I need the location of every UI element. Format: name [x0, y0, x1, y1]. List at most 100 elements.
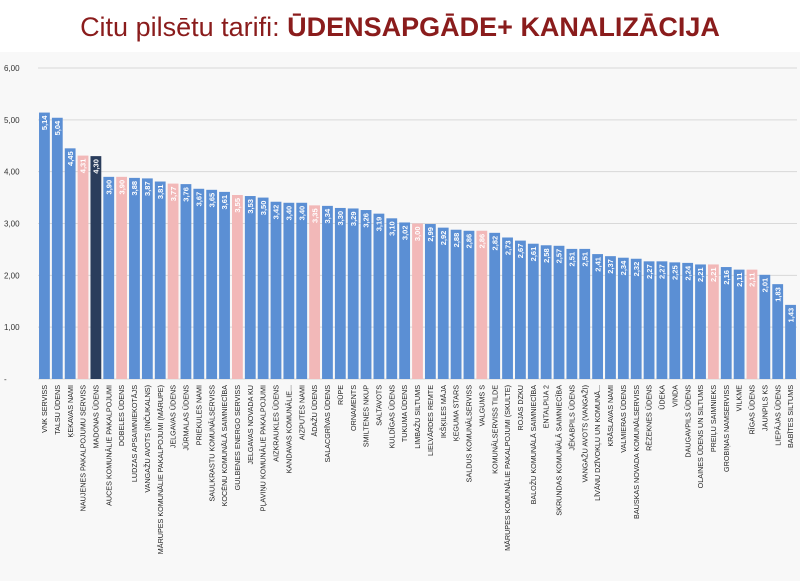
bar-value-label: 3,61 [220, 195, 229, 210]
x-tick-label: SKRUNDAS KOMUNĀLĀ SAIMNIECĪBA [555, 385, 564, 516]
value-labels: 5,14 5,044,45 4,31 4,303,90 3,90 3,88 3,87 3,81… [40, 115, 795, 323]
bar [720, 267, 732, 379]
bar [502, 237, 513, 379]
x-tick-label: AIZPUTES NAMI [297, 385, 306, 440]
x-tick-label: ENTALPIJA 2 [542, 385, 551, 428]
bar-value-label: 2,27 [645, 264, 654, 279]
x-tick-label: LĪVĀNU DZĪVOKĻU UN KOMUNĀ... [593, 385, 602, 501]
title-emphasis: ŪDENSAPGĀDE+ KANALIZĀCIJA [287, 12, 720, 42]
bar-value-label: 4,31 [79, 159, 88, 174]
bar [450, 229, 462, 379]
bar [322, 205, 333, 379]
x-tick-label: LIELVĀRDES REMTE [426, 385, 435, 456]
bar-value-label: 3,76 [182, 187, 191, 202]
bar-value-label: 3,88 [130, 181, 139, 196]
x-tick-label: ROJAS DZKU [516, 385, 525, 431]
bar-value-label: 3,67 [195, 192, 204, 207]
bar-value-label: 2,86 [478, 234, 487, 249]
x-tick-label: PREIĻU SAIMNIEKS [709, 385, 718, 452]
bar-value-label: 3,81 [156, 185, 165, 200]
bar-value-label: 2,58 [542, 248, 551, 263]
x-tick-label: SAULKRASTU KOMUNĀLSERVISS [207, 385, 216, 502]
x-tick-label: OLAINES ŪDENS UN SILTUMS [696, 385, 705, 489]
bar [630, 258, 642, 379]
bar-value-label: 3,30 [336, 211, 345, 226]
bar-value-label: 2,21 [696, 267, 705, 282]
x-tick-label: AUCES KOMUNĀLIE PAKALPOJUMI [104, 385, 113, 506]
bar [103, 176, 115, 379]
chart-svg: - 1,00 2,00 3,00 4,00 5,00 6,00 5,14 5,04 4,45 4,… [4, 64, 797, 554]
x-tick-label: MĀRUPES KOMUNĀLIE PAKALPOJUMI (SKULTE) [503, 385, 512, 551]
x-tick-label: RŪPE [336, 385, 345, 405]
bar [592, 254, 604, 379]
x-tick-label: KULDĪGAS ŪDENS [387, 385, 396, 449]
x-tick-label: MĀRUPES KOMUNĀLIE PAKALPOJUMI (MĀRUPE) [156, 385, 165, 554]
page-title: Citu pilsētu tarifi: ŪDENSAPGĀDE+ KANALI… [0, 12, 800, 43]
bar-value-label: 2,73 [503, 240, 512, 255]
x-tick-label: ĶEKAVAS NAMI [66, 385, 75, 437]
bar [334, 207, 346, 379]
bar [759, 274, 771, 379]
y-tick-label: 2,00 [4, 271, 20, 280]
y-tick-label: 5,00 [4, 116, 20, 125]
bar-value-label: 3,90 [104, 180, 113, 195]
bar [489, 232, 501, 379]
x-tick-label: LUDZAS APSAIMNIEKOTĀJS [130, 385, 139, 482]
bar-value-label: 3,50 [259, 201, 268, 216]
x-tick-label: LIMBAŽU SILTUMS [413, 385, 422, 449]
bar [129, 177, 140, 379]
bar [785, 304, 796, 379]
x-tick-label: JELGAVAS ŪDENS [169, 385, 178, 448]
bar [463, 230, 475, 379]
bar-value-label: 2,37 [606, 259, 615, 274]
x-tick-label: ĶEGUMA STARS [452, 385, 461, 441]
bar [515, 240, 526, 379]
bar-value-label: 3,02 [400, 225, 409, 240]
bar-value-label: 3,35 [310, 208, 319, 223]
bar [566, 248, 578, 379]
bar-value-label: 1,43 [786, 308, 795, 323]
bar-value-label: 3,90 [117, 180, 126, 195]
x-tick-label: VINDA [670, 385, 679, 407]
bar [296, 202, 308, 379]
y-tick-label: 4,00 [4, 168, 20, 177]
x-tick-label: PĻAVIŅU KOMUNĀLIE PAKALPOJUMI [259, 385, 268, 511]
bar [154, 181, 166, 379]
x-tick-label: NAUJENES PAKALPOJUMU SERVISS [79, 385, 88, 512]
x-tick-label: VALGUMS S [477, 385, 486, 427]
bar-value-label: 3,26 [362, 213, 371, 228]
x-tick-label: IKŠĶILES MĀJA [439, 385, 448, 438]
bar-value-label: 2,01 [761, 278, 770, 293]
y-tick-label: - [4, 375, 7, 384]
x-tick-label: AIZKRAUKLES ŪDENS [272, 385, 281, 462]
bar [141, 178, 153, 379]
x-tick-label: BABĪTES SILTUMS [786, 385, 795, 448]
bar-value-label: 2,88 [452, 233, 461, 248]
bar [206, 189, 218, 379]
y-axis: - 1,00 2,00 3,00 4,00 5,00 6,00 [4, 64, 20, 384]
bar [180, 184, 192, 379]
x-tick-label: LIEPĀJAS ŪDENS [773, 385, 782, 446]
x-tick-label: KOMUNĀLSERVISS TILDE [490, 385, 499, 474]
x-tick-label: TUKUMA ŪDENS [400, 385, 409, 442]
bar [733, 269, 745, 379]
bar [656, 261, 668, 379]
bar-value-label: 3,77 [169, 187, 178, 202]
bar [219, 191, 230, 379]
bar [682, 262, 694, 379]
bar-value-label: 3,10 [387, 221, 396, 236]
bar [772, 284, 784, 379]
x-tick-label: PRIEKULES NAMI [194, 385, 203, 445]
x-tick-label: ĀDAŽU ŪDENS [310, 385, 319, 437]
bar [77, 155, 89, 379]
bar [283, 202, 295, 379]
bar-value-label: 2,11 [748, 273, 757, 287]
x-tick-label: RĪGAS ŪDENS [748, 385, 757, 435]
x-tick-label: SALDUS KOMUNĀLSERVISS [465, 385, 474, 483]
x-tick-label: BAUSKAS NOVADA KOMUNĀLSERVISS [632, 385, 641, 519]
title-prefix: Citu pilsētu tarifi: [80, 12, 288, 42]
x-tick-label: JAUNPILS KS [760, 385, 769, 431]
bar-value-label: 2,86 [465, 234, 474, 249]
bar [669, 262, 681, 379]
bar-value-label: 2,25 [670, 265, 679, 280]
